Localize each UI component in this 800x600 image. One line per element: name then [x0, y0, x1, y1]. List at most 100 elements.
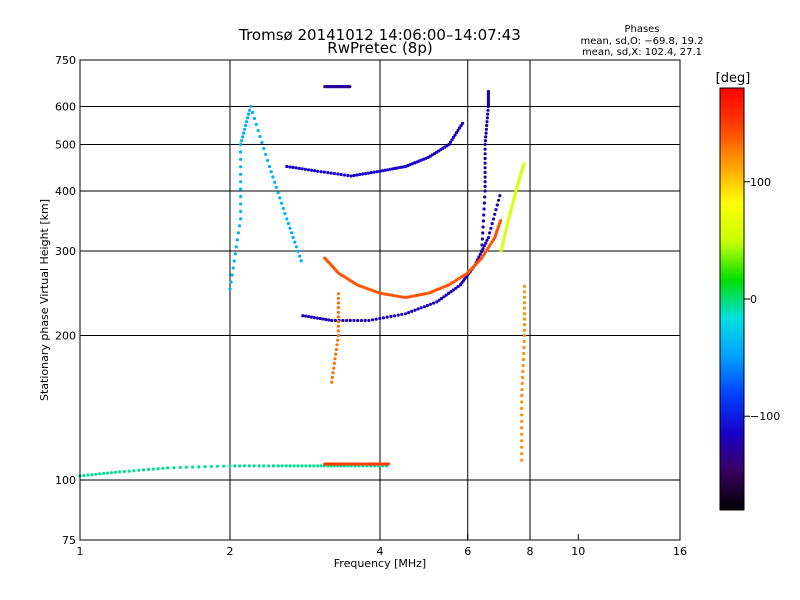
- scatter-point: [249, 104, 253, 109]
- scatter-point: [90, 473, 94, 477]
- scatter-points: [78, 85, 527, 478]
- scatter-point: [276, 191, 280, 195]
- scatter-point: [503, 233, 507, 237]
- scatter-point: [400, 312, 404, 316]
- scatter-point: [355, 462, 359, 466]
- scatter-point: [312, 464, 316, 468]
- scatter-point: [303, 167, 307, 171]
- scatter-point: [459, 124, 463, 128]
- scatter-point: [172, 466, 176, 470]
- scatter-point: [309, 315, 314, 319]
- scatter-point: [425, 303, 429, 308]
- x-tick-label: 4: [377, 545, 384, 558]
- scatter-point: [256, 128, 260, 133]
- scatter-point: [491, 217, 496, 221]
- scatter-point: [329, 171, 333, 175]
- scatter-point: [522, 328, 527, 332]
- scatter-point: [483, 175, 487, 179]
- colorbar-tick-label: 100: [750, 176, 771, 189]
- scatter-point: [332, 366, 336, 370]
- scatter-point: [388, 167, 392, 171]
- scatter-point: [239, 142, 243, 147]
- scatter-point: [151, 467, 155, 471]
- scatter-point: [481, 219, 485, 223]
- scatter-point: [106, 471, 110, 475]
- scatter-point: [352, 318, 356, 323]
- scatter-point: [520, 426, 524, 430]
- y-tick-label: 100: [55, 474, 76, 487]
- scatter-point: [521, 363, 525, 368]
- scatter-point: [335, 343, 339, 347]
- scatter-point: [483, 184, 487, 188]
- scatter-point: [346, 173, 350, 178]
- scatter-point: [336, 329, 340, 333]
- scatter-point: [291, 235, 295, 240]
- scatter-point: [233, 464, 237, 468]
- scatter-point: [361, 172, 365, 176]
- scatter-point: [298, 254, 302, 258]
- scatter-point: [285, 164, 289, 169]
- scatter-point: [482, 213, 486, 217]
- scatter-point: [383, 168, 387, 172]
- scatter-point: [478, 252, 482, 256]
- scatter-point: [299, 259, 303, 263]
- scatter-point: [483, 166, 487, 170]
- scatter-point: [366, 171, 370, 175]
- scatter-point: [117, 470, 122, 474]
- scatter-point: [520, 439, 524, 443]
- scatter-point: [316, 464, 320, 468]
- colorbar-tick-label: −100: [750, 410, 780, 423]
- scatter-point: [447, 291, 451, 295]
- scatter-point: [336, 310, 340, 314]
- scatter-point: [356, 318, 360, 323]
- scatter-point: [348, 462, 352, 466]
- scatter-point: [238, 464, 242, 468]
- scatter-point: [280, 201, 284, 205]
- scatter-point: [127, 469, 131, 473]
- scatter-point: [290, 231, 294, 235]
- scatter-point: [215, 464, 220, 468]
- scatter-point: [497, 198, 501, 202]
- scatter-point: [260, 140, 264, 145]
- scatter-point: [442, 295, 446, 299]
- scatter-point: [449, 290, 453, 294]
- scatter-point: [378, 169, 382, 173]
- scatter-point: [482, 207, 486, 211]
- scatter-point: [367, 462, 371, 466]
- scatter-point: [483, 139, 487, 143]
- scatter-point: [501, 241, 505, 245]
- scatter-point: [378, 462, 382, 466]
- scatter-point: [486, 108, 490, 112]
- scatter-point: [239, 217, 243, 221]
- scatter-point: [269, 170, 273, 174]
- scatter-point: [485, 120, 489, 124]
- scatter-point: [257, 464, 261, 468]
- scatter-point: [235, 238, 239, 242]
- scatter-point: [522, 333, 527, 338]
- scatter-point: [385, 315, 389, 319]
- scatter-point: [398, 295, 402, 299]
- scatter-point: [230, 273, 234, 277]
- phases-mean-o: mean, sd,O: −69.8, 19.2: [581, 36, 704, 47]
- scatter-point: [296, 249, 300, 253]
- scatter-point: [333, 357, 337, 361]
- scatter-point: [505, 225, 509, 230]
- scatter-point: [374, 317, 378, 321]
- scatter-point: [483, 180, 487, 184]
- scatter-point: [248, 108, 252, 112]
- scatter-point: [522, 317, 527, 321]
- scatter-point: [522, 295, 527, 299]
- scatter-point: [483, 156, 487, 161]
- scatter-point: [396, 294, 400, 298]
- scatter-point: [300, 464, 304, 468]
- scatter-point: [373, 462, 377, 466]
- scatter-point: [348, 85, 352, 89]
- scatter-point: [494, 208, 498, 212]
- scatter-point: [437, 298, 441, 302]
- y-axis-label: Stationary phase Virtual Height [km]: [38, 199, 51, 401]
- scatter-point: [350, 462, 354, 466]
- scatter-point: [274, 185, 278, 189]
- x-tick-label: 10: [571, 545, 585, 558]
- scatter-point: [375, 170, 379, 174]
